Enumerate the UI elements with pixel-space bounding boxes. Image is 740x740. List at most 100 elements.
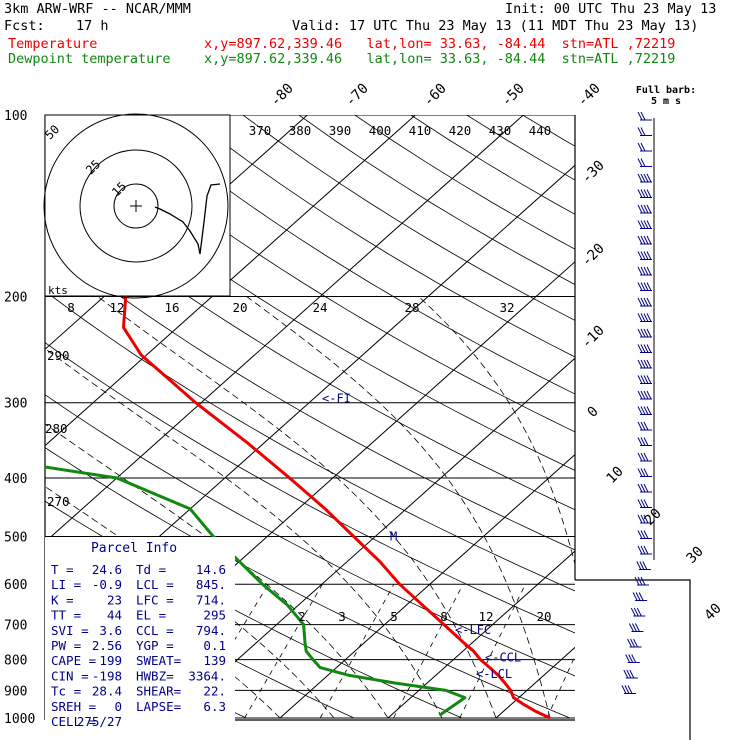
init-time: Init: 00 UTC Thu 23 May 13	[505, 1, 717, 17]
dry-adiabat	[45, 137, 575, 471]
wind-barb-flag	[637, 328, 643, 338]
hodo-speed-label: 16	[164, 300, 179, 315]
wind-barb-flag	[630, 607, 636, 617]
wind-barb-flag	[646, 390, 652, 400]
parcel-key: SREH =	[51, 699, 96, 714]
mixing-ratio-label: 12	[478, 609, 493, 624]
hodo-speed-label: 28	[404, 300, 419, 315]
parcel-value: 23	[107, 592, 122, 607]
wind-barb-flag	[630, 638, 636, 648]
wind-panel-frame	[575, 579, 691, 740]
parcel-value: 794.	[196, 623, 226, 638]
theta-label: 390	[329, 123, 352, 138]
pressure-label-500: 500	[4, 530, 27, 545]
parcel-value: 275/27	[77, 714, 122, 729]
wind-barb-flag	[640, 437, 646, 446]
wind-barb-flag	[646, 235, 652, 245]
wind-barb-flag	[628, 623, 634, 632]
mixing-ratio-line	[459, 584, 526, 719]
isotherm-label: -60	[421, 81, 450, 110]
wind-barb-flag	[643, 421, 649, 431]
hodograph-ring	[43, 113, 229, 299]
theta-e-label: 290	[47, 348, 70, 363]
hodograph-ring	[113, 183, 159, 229]
parcel-value: -0.9	[92, 577, 122, 592]
wind-barb-flag	[639, 561, 645, 570]
dry-adiabat	[74, 115, 575, 433]
parcel-value: -198	[92, 668, 122, 683]
hodograph-trace-upper	[199, 183, 221, 255]
theta-e-label: 270	[47, 494, 70, 509]
parcel-key: CAPE =	[51, 653, 96, 668]
isotherm-label: -50	[499, 81, 528, 110]
theta-label: 440	[529, 123, 552, 138]
wind-barb-flag	[640, 576, 646, 586]
wind-barb-flag	[637, 142, 643, 152]
theta-label: 380	[289, 123, 312, 138]
hodo-speed-label: 32	[499, 300, 514, 315]
mixing-ratio-label: 5	[390, 609, 398, 624]
wind-barb-flag	[637, 344, 643, 353]
wind-barb-flag	[640, 251, 646, 260]
moist-adiabat	[45, 423, 389, 719]
mixing-ratio-label: 8	[440, 609, 448, 624]
hodograph-trace	[154, 206, 201, 255]
hodo-speed-label: 24	[312, 300, 327, 315]
wind-barb-flag	[629, 669, 635, 679]
wind-barb-flag	[637, 313, 643, 322]
mixing-ratio-label: 2	[298, 609, 306, 624]
wind-barb-flag	[643, 220, 649, 229]
wind-barb-flag	[646, 375, 652, 384]
parcel-value: 3.6	[99, 623, 122, 638]
dry-adiabat	[466, 115, 575, 181]
wind-barb-flag	[635, 592, 641, 601]
dry-adiabat	[242, 115, 575, 321]
hodo-speed-label: 20	[232, 300, 247, 315]
wind-barb-flag	[637, 421, 643, 431]
wind-barb-flag	[633, 638, 639, 648]
parcel-key: HWBZ=	[136, 668, 174, 683]
dry-adiabat	[45, 188, 575, 511]
mixing-ratio-line	[546, 655, 575, 719]
parcel-value: 199	[99, 653, 122, 668]
wind-barb-flag	[637, 158, 643, 167]
wind-barb-flag	[646, 204, 652, 214]
isotherm-label: -20	[579, 241, 608, 270]
wind-barb-flag	[637, 468, 643, 477]
wind-barb-legend-title: Full barb:	[636, 85, 696, 96]
wind-barb-flag	[637, 452, 643, 462]
isotherm-line	[604, 115, 740, 718]
wind-barb-flag	[643, 468, 649, 477]
wind-barb-flag	[640, 173, 646, 183]
wind-barb-flag	[646, 251, 652, 260]
mixing-ratio-label: 20	[536, 609, 551, 624]
wind-barb-flag	[632, 592, 638, 601]
wind-barb-flag	[643, 235, 649, 245]
wind-barb-flag	[636, 607, 642, 617]
wind-barb-flag	[638, 592, 644, 601]
level-annotation: <-LFC	[455, 623, 491, 637]
theta-e-label: 280	[45, 421, 68, 436]
wind-barb-flag	[640, 344, 646, 353]
level-annotation: <-LCL	[476, 667, 512, 681]
parcel-key: SHEAR=	[136, 684, 181, 699]
wind-barb-flag	[637, 173, 643, 183]
wind-barb-flag	[643, 437, 649, 446]
wind-barb-flag	[646, 406, 652, 415]
parcel-value: 6.3	[203, 699, 226, 714]
wind-barb-flag	[646, 282, 652, 291]
mixing-ratio-line	[393, 584, 464, 719]
wind-barb-flag	[646, 173, 652, 183]
wind-barb-flag	[643, 297, 649, 307]
theta-label: 430	[489, 123, 512, 138]
dry-adiabat	[45, 394, 575, 677]
parcel-key: TT =	[51, 608, 81, 623]
wind-barb-flag	[637, 545, 643, 555]
level-annotation: <-CCL	[485, 651, 521, 665]
wind-barb-flag	[646, 328, 652, 338]
wind-barb-flag	[643, 328, 649, 338]
wind-barb-flag	[624, 685, 630, 694]
pressure-label-200: 200	[4, 291, 27, 306]
